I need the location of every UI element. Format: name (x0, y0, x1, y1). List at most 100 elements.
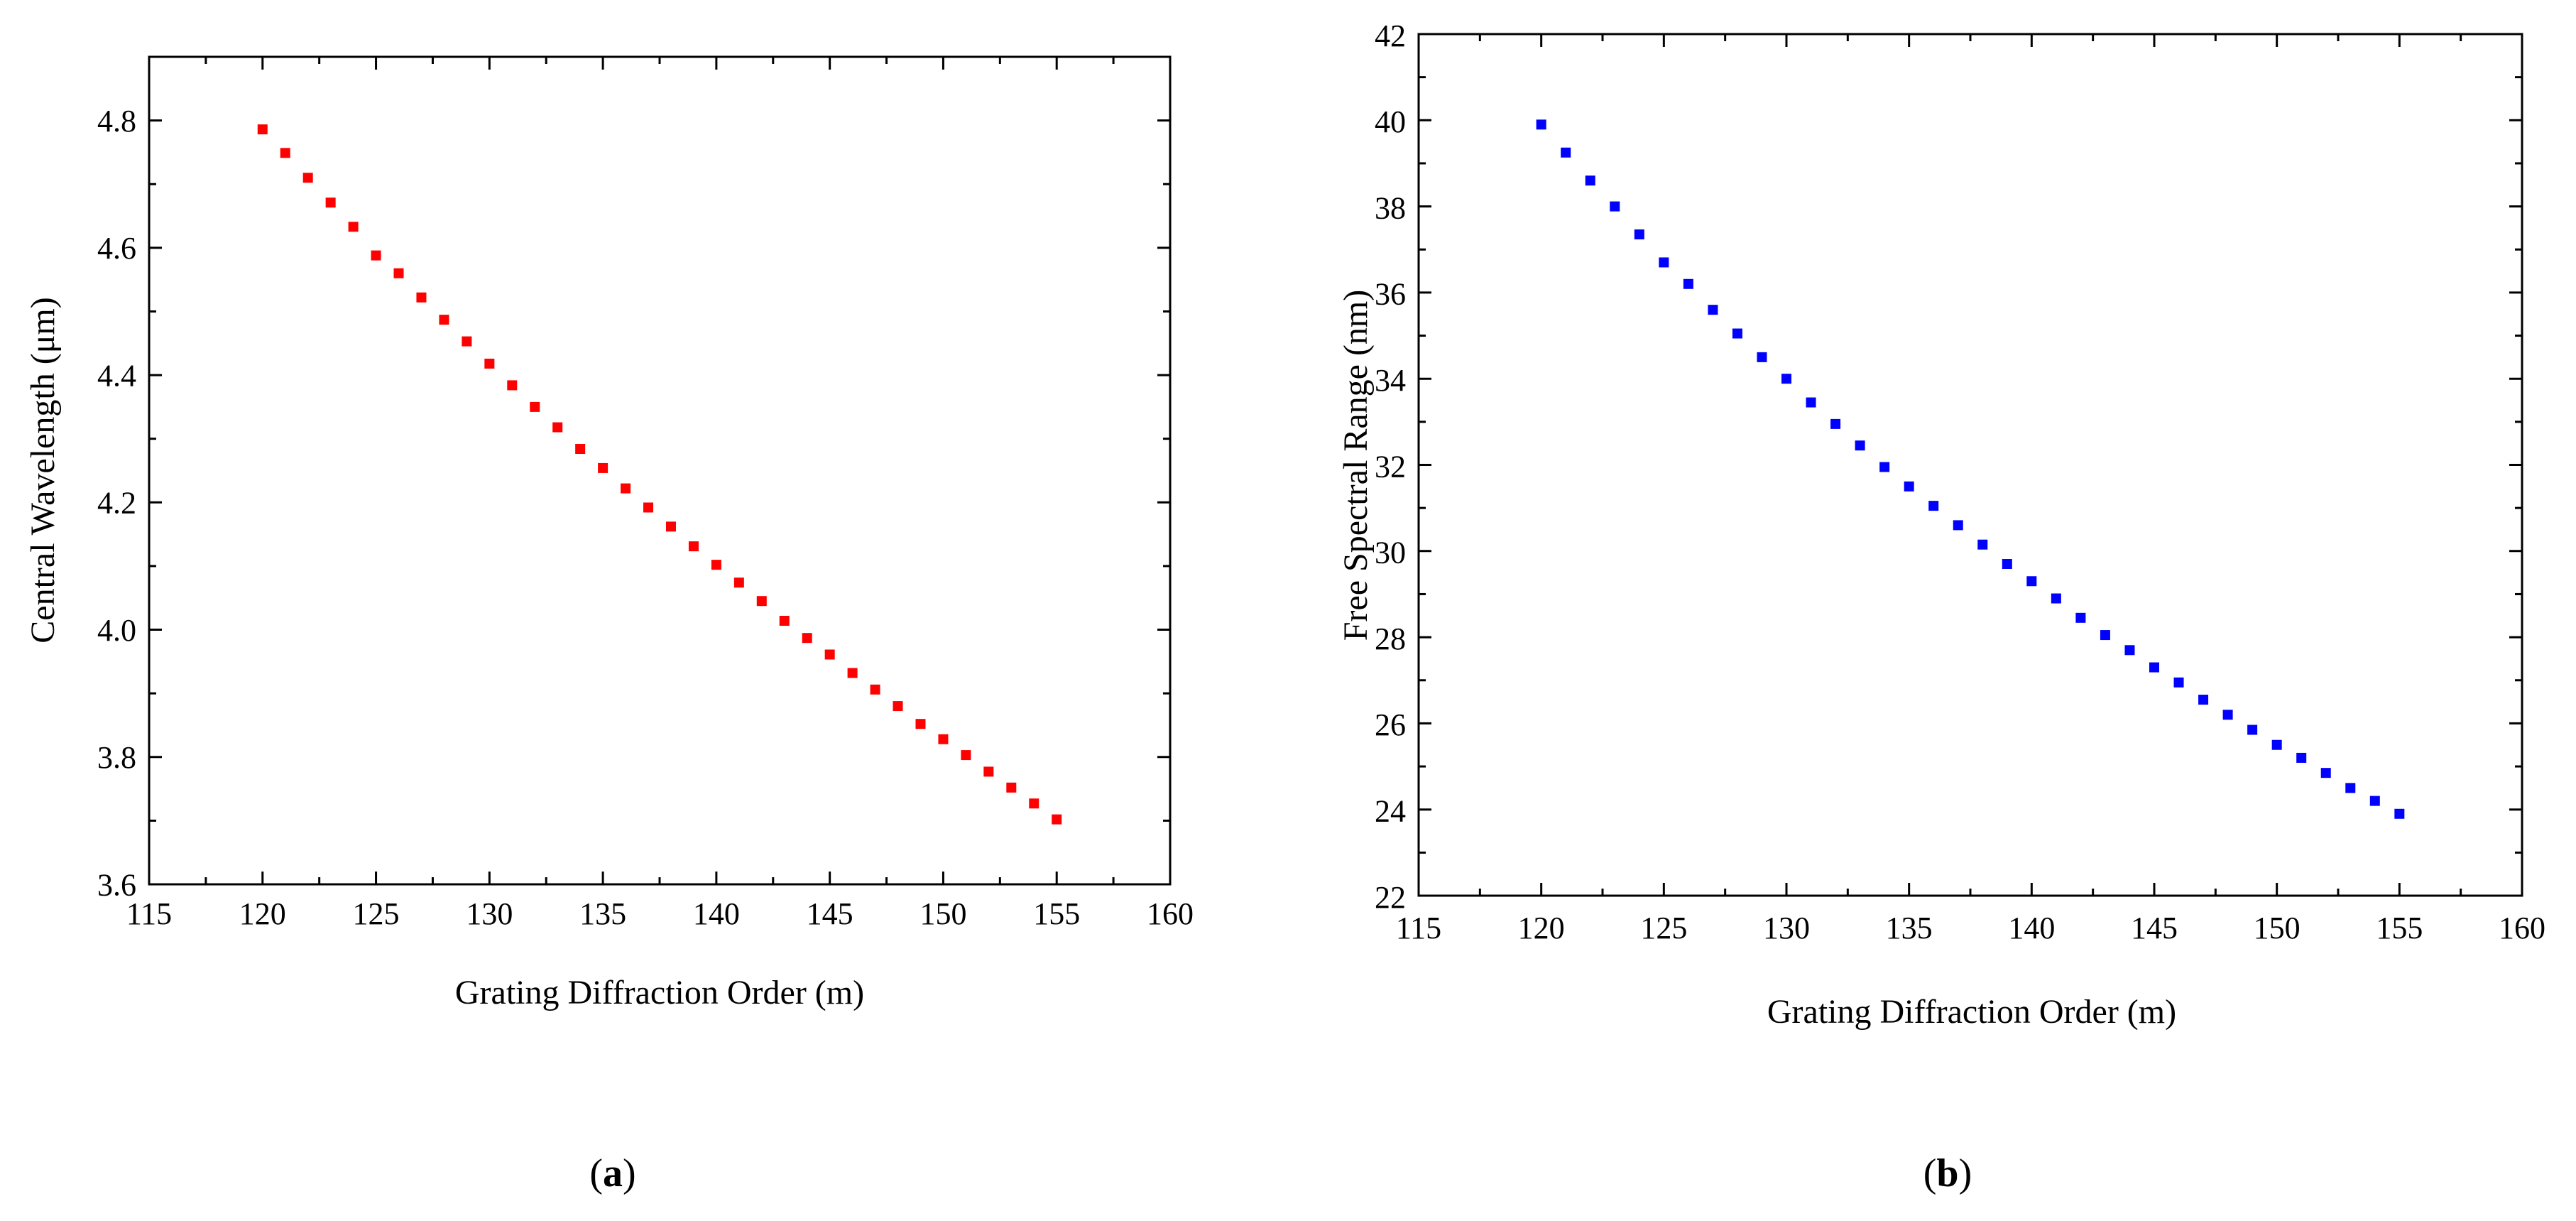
data-point (371, 250, 381, 261)
data-point (2100, 630, 2110, 641)
x-tick-label: 160 (1147, 896, 1194, 931)
data-point (507, 380, 518, 391)
data-point (2247, 725, 2258, 735)
data-point (2345, 783, 2356, 793)
y-tick-label: 4.2 (97, 486, 136, 521)
data-point (915, 719, 926, 729)
data-point (643, 502, 654, 513)
data-point (2026, 576, 2037, 587)
y-tick-label: 24 (1375, 794, 1406, 829)
data-point (621, 483, 631, 494)
data-point (280, 148, 290, 158)
data-point (2173, 677, 2184, 688)
y-tick-label: 38 (1375, 190, 1406, 225)
x-tick-label: 130 (1763, 911, 1810, 945)
data-markers (1536, 119, 2405, 819)
x-tick-label: 115 (1396, 911, 1441, 945)
y-tick-label: 36 (1375, 277, 1406, 312)
x-axis-label: Grating Diffraction Order (m) (1767, 993, 2176, 1031)
x-tick-labels: 115 120 125 130 135 140 145 150 155 160 (126, 896, 1194, 931)
data-point (2198, 695, 2209, 705)
x-tick-label: 125 (353, 896, 400, 931)
data-point (552, 422, 563, 433)
data-point (756, 596, 767, 607)
x-tick-labels: 115 120 125 130 135 140 145 150 155 160 (1396, 911, 2545, 945)
y-tick-label: 42 (1375, 18, 1406, 53)
data-point (1732, 328, 1742, 339)
data-point (1052, 814, 1062, 825)
data-point (1029, 798, 1039, 809)
data-point (1953, 520, 1963, 531)
data-point (1928, 501, 1939, 511)
data-point (2222, 710, 2233, 720)
x-axis-label: Grating Diffraction Order (m) (455, 974, 864, 1011)
plot-area-frame (1417, 33, 2523, 897)
y-tick-labels: 3.6 3.8 4.0 4.2 4.4 4.6 4.8 (97, 104, 136, 902)
data-point (393, 268, 404, 278)
data-point (1830, 418, 1841, 429)
x-tick-label: 130 (466, 896, 513, 931)
data-point (2320, 768, 2331, 778)
data-point (733, 577, 744, 588)
data-point (1561, 147, 1571, 158)
data-point (2149, 662, 2159, 673)
y-tick-label: 22 (1375, 880, 1406, 915)
data-point (1855, 440, 1865, 451)
data-markers (257, 124, 1062, 825)
data-point (2296, 752, 2307, 763)
data-point (2075, 612, 2086, 623)
panel-label: (b) (1923, 1151, 1972, 1195)
data-point (325, 197, 336, 208)
data-point (1781, 374, 1791, 384)
data-point (1006, 782, 1017, 793)
chart-panel-a: 115 120 125 130 135 140 145 150 155 160 3.6 3.8 4.0… (24, 55, 1194, 1195)
data-point (1536, 119, 1546, 130)
axis-ticks (1417, 33, 2523, 897)
y-axis-label: Central Wavelength (μm) (24, 297, 62, 644)
data-point (416, 292, 427, 303)
data-point (1806, 397, 1816, 408)
data-point (665, 521, 676, 532)
y-tick-label: 28 (1375, 622, 1406, 656)
data-point (2369, 796, 2380, 806)
y-tick-label: 30 (1375, 536, 1406, 570)
data-point (257, 124, 268, 135)
y-axis-label: Free Spectral Range (nm) (1337, 290, 1375, 641)
y-tick-label: 3.8 (97, 740, 136, 775)
x-tick-label: 150 (919, 896, 966, 931)
panel-label: (a) (589, 1151, 635, 1195)
y-tick-label: 4.4 (97, 358, 136, 393)
x-tick-label: 160 (2499, 911, 2545, 945)
data-point (1708, 305, 1718, 315)
data-point (2394, 808, 2405, 819)
x-tick-label: 120 (1518, 911, 1565, 945)
data-point (893, 701, 903, 712)
data-point (2051, 593, 2061, 604)
x-tick-label: 150 (2254, 911, 2301, 945)
data-point (2002, 558, 2012, 569)
data-point (1659, 257, 1669, 268)
x-tick-label: 145 (2131, 911, 2178, 945)
y-tick-label: 4.6 (97, 231, 136, 266)
x-tick-label: 155 (2376, 911, 2423, 945)
axis-ticks (148, 57, 1172, 886)
x-tick-label: 115 (126, 896, 172, 931)
data-point (1904, 481, 1914, 492)
y-tick-label: 34 (1375, 363, 1406, 398)
data-point (847, 668, 858, 678)
data-point (484, 358, 495, 369)
data-point (439, 315, 449, 325)
y-tick-label: 32 (1375, 449, 1406, 484)
data-point (688, 541, 699, 552)
data-point (598, 462, 608, 473)
data-point (1683, 278, 1693, 289)
data-point (779, 615, 790, 626)
data-point (1757, 352, 1767, 362)
x-tick-label: 155 (1033, 896, 1080, 931)
data-point (530, 401, 540, 412)
y-tick-label: 40 (1375, 104, 1406, 139)
data-point (961, 750, 971, 761)
x-tick-label: 145 (807, 896, 853, 931)
data-point (348, 222, 359, 232)
